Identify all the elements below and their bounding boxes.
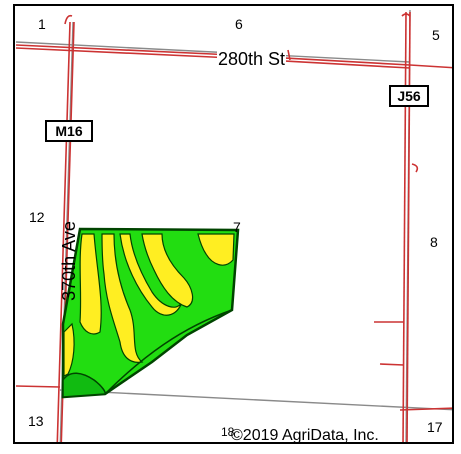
highway-shield-j56: J56 — [389, 85, 429, 107]
road-370th-ave — [56, 21, 71, 442]
soil-type-yellow — [63, 233, 235, 377]
copyright-notice: ©2019 AgriData, Inc. — [231, 427, 379, 444]
section-number-18: 18 — [221, 425, 235, 439]
highway-shield-m16: M16 — [45, 120, 93, 142]
soil-type-dark-green — [62, 372, 106, 398]
field-soil-map[interactable] — [61, 227, 240, 399]
road-label-370th-ave: 370th Ave — [59, 221, 79, 301]
section-number-6: 6 — [235, 16, 243, 32]
road-south — [15, 385, 61, 388]
road-label-280th-st: 280th St — [217, 49, 287, 69]
section-number-17: 17 — [427, 419, 443, 435]
section-number-8: 8 — [430, 234, 438, 250]
section-number-12: 12 — [29, 209, 45, 225]
section-number-5: 5 — [432, 27, 440, 43]
road-280th-st — [15, 44, 452, 69]
section-number-7: 7 — [233, 219, 241, 235]
map-frame[interactable]: 1 6 5 12 7 8 13 18 17 280th St 370th Ave… — [13, 4, 454, 444]
section-number-1: 1 — [38, 16, 46, 32]
road-j56 — [402, 11, 407, 442]
map-canvas[interactable] — [15, 6, 454, 444]
section-number-13: 13 — [28, 413, 44, 429]
road-lines — [15, 11, 452, 442]
